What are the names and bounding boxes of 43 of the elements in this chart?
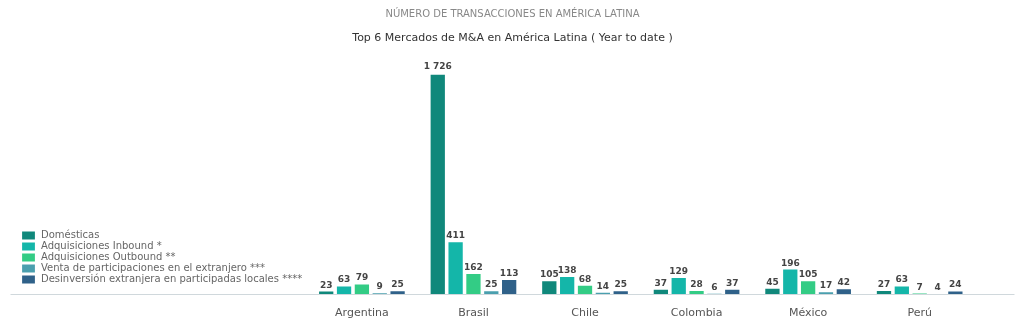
x-tick-label: Chile bbox=[571, 305, 600, 319]
data-label: 162 bbox=[464, 261, 483, 272]
data-label: 105 bbox=[539, 269, 559, 280]
legend-label: Venta de participaciones en el extranjero *** bbox=[41, 262, 266, 273]
data-label: 113 bbox=[499, 268, 519, 279]
x-tick-label: Colombia bbox=[670, 305, 723, 319]
chart-subtitle: Top 6 Mercados de M&A en América Latina ( Year to date ) bbox=[351, 30, 673, 44]
data-label: 4 bbox=[934, 281, 941, 292]
data-label: 63 bbox=[895, 274, 909, 285]
data-label: 196 bbox=[780, 257, 800, 268]
chart-title: NÚMERO DE TRANSACCIONES EN AMÉRICA LATINA bbox=[385, 6, 640, 19]
legend-label: Adquisiciones Inbound * bbox=[41, 240, 162, 251]
data-label: 25 bbox=[485, 279, 498, 290]
data-label: 9 bbox=[376, 281, 383, 292]
x-tick-label: Argentina bbox=[335, 305, 389, 319]
data-label: 7 bbox=[916, 281, 923, 292]
data-label: 45 bbox=[766, 276, 779, 287]
data-label: 1 726 bbox=[423, 60, 452, 71]
data-label: 17 bbox=[819, 280, 833, 291]
data-label: 25 bbox=[614, 279, 627, 290]
x-tick-label: México bbox=[788, 305, 828, 319]
data-label: 24 bbox=[949, 279, 962, 290]
data-label: 27 bbox=[877, 279, 891, 290]
x-tick-label: Brasil bbox=[458, 305, 489, 319]
legend-label: Adquisiciones Outbound ** bbox=[41, 251, 176, 262]
data-label: 28 bbox=[690, 278, 703, 289]
data-label: 23 bbox=[319, 279, 333, 290]
data-label: 138 bbox=[557, 264, 577, 275]
data-label: 37 bbox=[726, 277, 739, 288]
data-label: 68 bbox=[578, 273, 592, 284]
data-label: 63 bbox=[337, 274, 351, 285]
x-tick-label: Perú bbox=[907, 305, 932, 319]
data-label: 42 bbox=[837, 277, 851, 288]
legend-label: Domésticas bbox=[41, 229, 100, 240]
data-label: 37 bbox=[654, 277, 668, 288]
data-label: 14 bbox=[596, 280, 610, 291]
data-label: 79 bbox=[355, 272, 369, 283]
data-label: 129 bbox=[669, 266, 689, 277]
data-label: 411 bbox=[446, 230, 466, 241]
data-label: 6 bbox=[711, 281, 718, 292]
legend-label: Desinversión extranjera en participadas locales **** bbox=[41, 273, 303, 284]
data-label: 25 bbox=[391, 279, 404, 290]
data-label: 105 bbox=[798, 269, 818, 280]
